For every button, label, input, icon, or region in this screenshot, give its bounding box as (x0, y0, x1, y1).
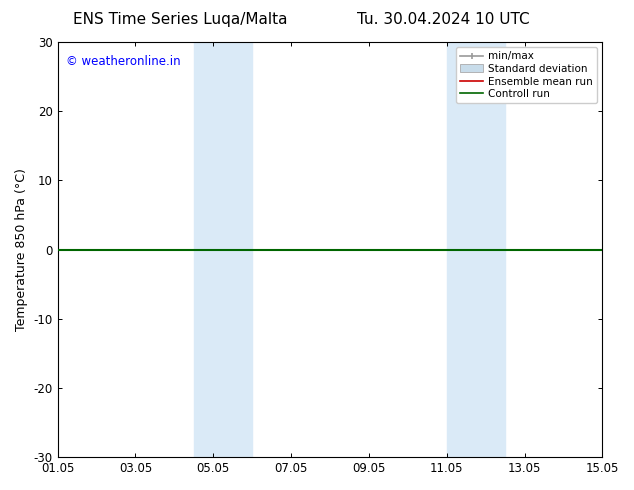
Legend: min/max, Standard deviation, Ensemble mean run, Controll run: min/max, Standard deviation, Ensemble me… (456, 47, 597, 103)
Text: Tu. 30.04.2024 10 UTC: Tu. 30.04.2024 10 UTC (358, 12, 530, 27)
Text: © weatheronline.in: © weatheronline.in (66, 54, 181, 68)
Text: ENS Time Series Luqa/Malta: ENS Time Series Luqa/Malta (74, 12, 288, 27)
Y-axis label: Temperature 850 hPa (°C): Temperature 850 hPa (°C) (15, 168, 28, 331)
Bar (194, 42, 252, 457)
Bar (447, 42, 505, 457)
